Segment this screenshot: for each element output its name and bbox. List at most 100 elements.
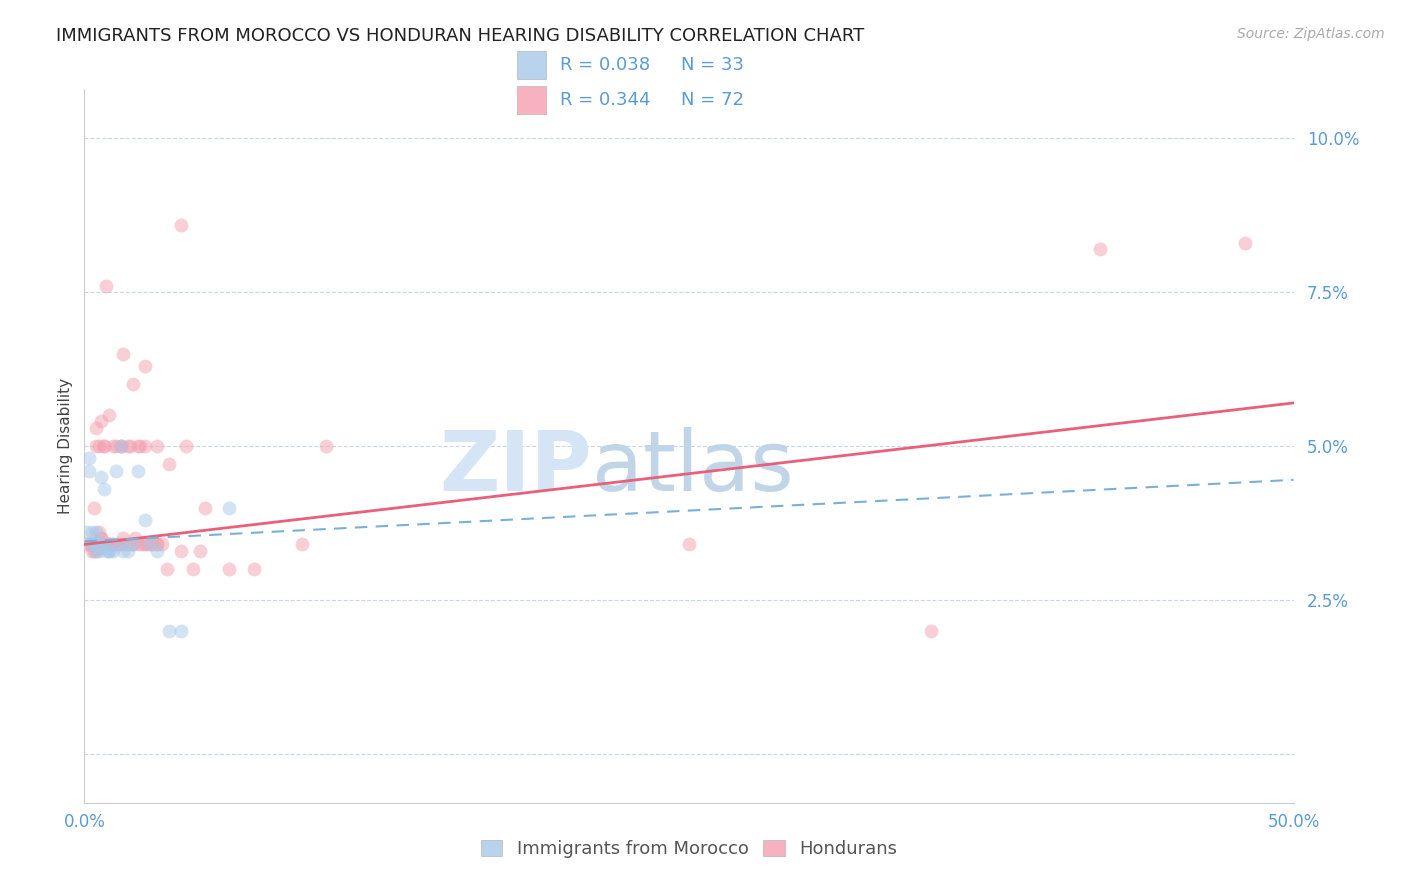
Point xyxy=(87,537,110,551)
Point xyxy=(127,439,149,453)
Point xyxy=(93,482,115,496)
Point xyxy=(90,414,112,428)
Text: R = 0.344: R = 0.344 xyxy=(560,91,650,109)
Point xyxy=(86,543,108,558)
Point xyxy=(146,439,169,453)
Point xyxy=(86,420,108,434)
Point xyxy=(170,624,193,638)
Point xyxy=(93,439,115,453)
Point xyxy=(94,279,117,293)
Point xyxy=(194,500,217,515)
Y-axis label: Hearing Disability: Hearing Disability xyxy=(58,378,73,514)
Point xyxy=(291,537,314,551)
Point xyxy=(157,624,180,638)
Point xyxy=(110,439,132,453)
Point xyxy=(920,624,942,638)
FancyBboxPatch shape xyxy=(517,51,546,79)
Text: Source: ZipAtlas.com: Source: ZipAtlas.com xyxy=(1237,27,1385,41)
Point xyxy=(104,537,127,551)
Point xyxy=(138,537,160,551)
Point xyxy=(97,543,120,558)
Point xyxy=(157,458,180,472)
Point xyxy=(131,537,153,551)
Point xyxy=(103,537,125,551)
Point xyxy=(87,543,110,558)
FancyBboxPatch shape xyxy=(517,86,546,114)
Point xyxy=(136,537,159,551)
Point xyxy=(94,537,117,551)
Point xyxy=(174,439,197,453)
Point xyxy=(87,537,110,551)
Point xyxy=(93,537,115,551)
Point xyxy=(103,439,125,453)
Point xyxy=(678,537,700,551)
Point xyxy=(86,543,108,558)
Text: atlas: atlas xyxy=(592,427,794,508)
Point xyxy=(1234,235,1257,250)
Text: N = 33: N = 33 xyxy=(681,56,744,74)
Point xyxy=(83,537,105,551)
Point xyxy=(90,469,112,483)
Point xyxy=(315,439,337,453)
Point xyxy=(97,537,120,551)
Point xyxy=(107,537,129,551)
Point xyxy=(218,500,240,515)
Point xyxy=(103,543,125,558)
Point xyxy=(170,543,193,558)
Point xyxy=(104,464,127,478)
Point xyxy=(134,359,156,373)
Point xyxy=(1088,242,1111,256)
Point xyxy=(110,537,132,551)
Point xyxy=(138,537,160,551)
Point xyxy=(242,562,264,576)
Point xyxy=(129,439,152,453)
Point xyxy=(90,531,112,545)
Point xyxy=(134,537,156,551)
Point xyxy=(121,537,143,551)
Point xyxy=(110,439,132,453)
Point xyxy=(155,562,177,576)
Point xyxy=(146,543,169,558)
Point xyxy=(86,525,108,540)
Point xyxy=(80,543,103,558)
Text: ZIP: ZIP xyxy=(440,427,592,508)
Point xyxy=(117,543,139,558)
Point xyxy=(120,439,142,453)
Text: IMMIGRANTS FROM MOROCCO VS HONDURAN HEARING DISABILITY CORRELATION CHART: IMMIGRANTS FROM MOROCCO VS HONDURAN HEAR… xyxy=(56,27,865,45)
Point xyxy=(87,439,110,453)
Point xyxy=(80,537,103,551)
Point xyxy=(86,537,108,551)
Point xyxy=(104,439,127,453)
Point xyxy=(146,537,169,551)
Point xyxy=(90,537,112,551)
Point xyxy=(112,531,135,545)
Point xyxy=(170,218,193,232)
Point xyxy=(181,562,204,576)
Point xyxy=(121,377,143,392)
Point xyxy=(93,537,115,551)
Point xyxy=(117,537,139,551)
Point xyxy=(117,439,139,453)
Point xyxy=(97,543,120,558)
Point xyxy=(94,543,117,558)
Point xyxy=(112,347,135,361)
Point xyxy=(83,500,105,515)
Point xyxy=(86,439,108,453)
Point xyxy=(127,537,149,551)
Point xyxy=(190,543,212,558)
Point xyxy=(150,537,173,551)
Point xyxy=(110,537,132,551)
Point xyxy=(218,562,240,576)
Point xyxy=(114,537,136,551)
Point xyxy=(121,537,143,551)
Point xyxy=(90,531,112,545)
Point xyxy=(83,543,105,558)
Point xyxy=(124,531,146,545)
Point xyxy=(97,409,120,423)
Point xyxy=(77,464,100,478)
Text: N = 72: N = 72 xyxy=(681,91,744,109)
Point xyxy=(93,439,115,453)
Point xyxy=(76,537,98,551)
Point xyxy=(112,543,135,558)
Point xyxy=(76,525,98,540)
